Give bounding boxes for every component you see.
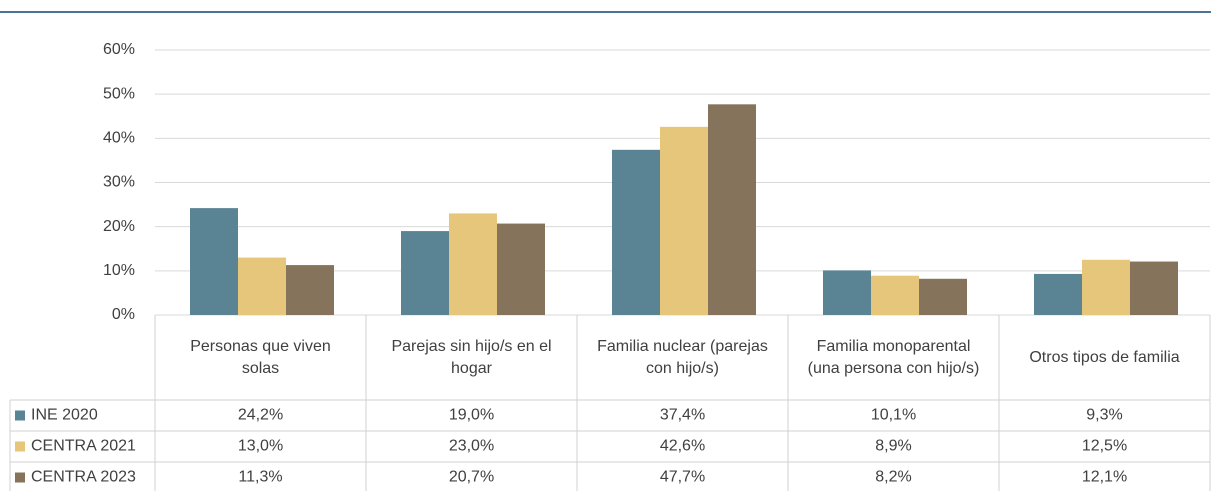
- category-label: Familia nuclear (parejas con hijo/s): [577, 315, 788, 400]
- legend-label: CENTRA 2021: [31, 438, 136, 455]
- category-label-text: Personas que viven solas: [190, 337, 331, 377]
- table-cell: 42,6%: [660, 438, 705, 455]
- y-tick-label: 50%: [103, 85, 135, 102]
- bar: [823, 270, 871, 315]
- category-header: Personas que viven solas: [155, 315, 366, 400]
- table-cell: 8,9%: [875, 438, 911, 455]
- bar: [190, 208, 238, 315]
- category-label: Parejas sin hijo/s en el hogar: [366, 315, 577, 400]
- table-cell: 10,1%: [871, 407, 916, 424]
- table-cell: 20,7%: [449, 469, 494, 486]
- bar: [612, 149, 660, 315]
- legend-label: INE 2020: [31, 407, 98, 424]
- bar: [449, 213, 497, 315]
- table-cell: 12,5%: [1082, 438, 1127, 455]
- bar: [286, 265, 334, 315]
- category-header: Parejas sin hijo/s en el hogar: [366, 315, 577, 400]
- y-tick-label: 60%: [103, 41, 135, 58]
- bar: [238, 257, 286, 315]
- table-cell: 8,2%: [875, 469, 911, 486]
- table-cell: 37,4%: [660, 407, 705, 424]
- table-cell: 47,7%: [660, 469, 705, 486]
- category-label: Otros tipos de familia: [999, 315, 1210, 400]
- table-cell: 23,0%: [449, 438, 494, 455]
- table-cell: 9,3%: [1086, 407, 1122, 424]
- table-cell: 19,0%: [449, 407, 494, 424]
- category-label-text: Familia monoparental (una persona con hi…: [807, 337, 980, 377]
- bar: [660, 126, 708, 315]
- table-cell: 12,1%: [1082, 469, 1127, 486]
- category-label: Personas que viven solas: [155, 315, 366, 400]
- table-cell: 11,3%: [238, 469, 282, 486]
- table-cell: 13,0%: [238, 438, 283, 455]
- y-tick-label: 10%: [103, 262, 135, 279]
- category-label: Familia monoparental (una persona con hi…: [788, 315, 999, 400]
- legend-swatch: [15, 441, 25, 452]
- bar: [401, 231, 449, 315]
- category-label-text: Parejas sin hijo/s en el hogar: [391, 337, 552, 377]
- category-label-text: Otros tipos de familia: [1029, 348, 1180, 366]
- y-tick-label: 20%: [103, 218, 135, 235]
- y-tick-label: 0%: [112, 306, 135, 323]
- legend-swatch: [15, 410, 25, 421]
- legend-swatch: [15, 472, 25, 483]
- bar: [919, 278, 967, 315]
- bar: [1034, 273, 1082, 315]
- bar: [1130, 261, 1178, 315]
- table-cell: 24,2%: [238, 407, 283, 424]
- category-header: Familia nuclear (parejas con hijo/s): [577, 315, 788, 400]
- y-tick-label: 30%: [103, 174, 135, 191]
- category-header: Familia monoparental (una persona con hi…: [788, 315, 999, 400]
- legend-label: CENTRA 2023: [31, 469, 136, 486]
- bar: [871, 275, 919, 315]
- category-header: Otros tipos de familia: [999, 315, 1210, 400]
- bar: [1082, 259, 1130, 315]
- bar: [497, 223, 545, 315]
- category-label-text: Familia nuclear (parejas con hijo/s): [597, 337, 768, 377]
- bar: [708, 104, 756, 315]
- y-tick-label: 40%: [103, 130, 135, 147]
